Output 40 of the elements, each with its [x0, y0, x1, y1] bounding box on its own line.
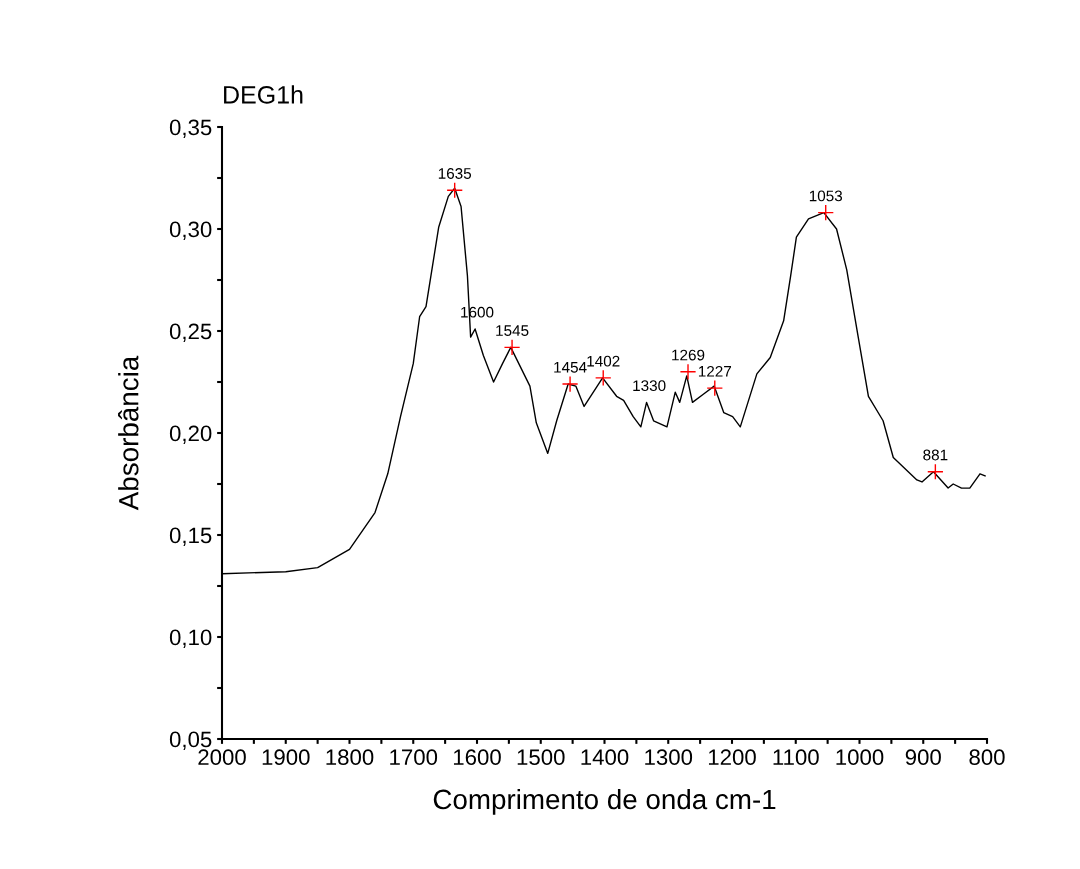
y-tick-label: 0,35 — [169, 119, 212, 138]
y-axis-title: Absorbância — [118, 355, 139, 511]
annotation: 1454 — [554, 362, 587, 373]
x-tick-label: 1400 — [581, 749, 629, 766]
y-tick-label: 0,05 — [169, 731, 212, 750]
annotation: 1269 — [672, 349, 705, 361]
chart-title: DEG1h — [224, 85, 303, 104]
annotation: 1402 — [587, 355, 620, 367]
y-tick-label: 0,25 — [169, 323, 212, 342]
x-tick-label: 1000 — [836, 749, 884, 766]
x-tick-label: 2000 — [198, 749, 246, 766]
x-tick-label: 1700 — [390, 749, 438, 766]
y-tick-label: 0,15 — [169, 527, 212, 546]
point — [503, 339, 521, 356]
point — [706, 379, 724, 397]
point — [817, 204, 835, 221]
y-tick-label: 0,10 — [169, 629, 212, 648]
y-tick-label: 0,30 — [169, 221, 212, 240]
x-tick-label: 1100 — [773, 749, 819, 766]
annotation: 1545 — [496, 325, 529, 336]
annotation: 1330 — [633, 380, 666, 392]
x-tick-label: 1500 — [517, 749, 565, 766]
annotation: 881 — [923, 449, 948, 461]
point — [446, 181, 463, 199]
y-tick-label: 0,20 — [169, 425, 212, 444]
x-tick-label: 1900 — [262, 749, 310, 766]
x-tick-label: 900 — [905, 749, 941, 766]
x-tick-label: 800 — [969, 749, 1005, 766]
point — [594, 369, 612, 387]
annotation: 1635 — [438, 168, 472, 179]
point — [927, 463, 944, 481]
x-axis-title: Comprimento de onda cm-1 — [433, 788, 776, 815]
point — [679, 363, 697, 381]
annotation: 1053 — [809, 190, 843, 202]
x-tick-label: 1300 — [645, 749, 693, 766]
x-tick-label: 1200 — [708, 749, 756, 766]
annotation: 1227 — [698, 365, 732, 377]
x-tick-label: 1600 — [453, 749, 501, 766]
point — [561, 375, 579, 393]
x-tick-label: 1800 — [326, 749, 374, 766]
